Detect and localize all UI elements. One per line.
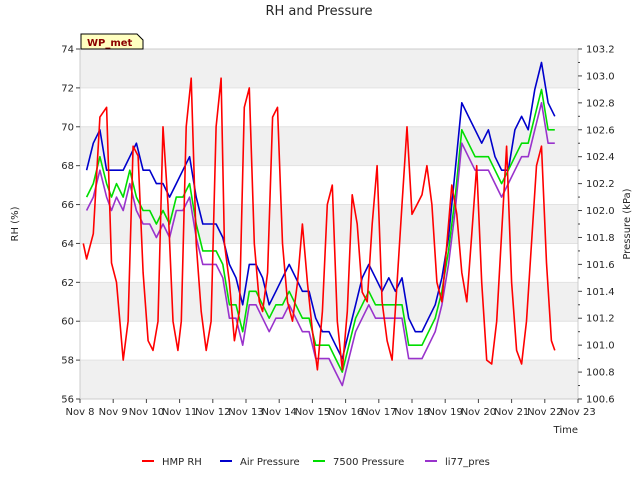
legend: HMP RH Air Pressure 7500 Pressure li77_pres	[142, 457, 490, 468]
right-tick-label: 103.2	[586, 45, 615, 56]
left-tick-label: 62	[61, 278, 74, 289]
legend-label: 7500 Pressure	[333, 457, 404, 468]
right-tick-label: 102.2	[586, 179, 615, 190]
grid-band	[80, 49, 578, 88]
left-tick-label: 64	[61, 239, 74, 250]
grid-band	[80, 126, 578, 166]
right-tick-label: 101.4	[586, 287, 615, 298]
x-tick-label: Nov 17	[361, 407, 396, 418]
x-tick-label: Nov 20	[461, 407, 496, 418]
x-tick-label: Nov 11	[162, 407, 197, 418]
station-label: WP_met	[87, 38, 133, 49]
right-tick-label: 101.0	[586, 341, 615, 352]
left-tick-label: 70	[61, 122, 74, 133]
left-tick-label: 72	[61, 83, 74, 94]
series-line-hmp-rh	[82, 77, 556, 371]
right-tick-label: 101.8	[586, 233, 615, 244]
right-tick-label: 102.0	[586, 206, 615, 217]
right-tick-label: 102.4	[586, 152, 615, 163]
y-axis-left-label: RH (%)	[10, 206, 21, 241]
chart-title: RH and Pressure	[265, 4, 372, 19]
left-tick-label: 74	[61, 45, 74, 56]
x-tick-label: Nov 9	[99, 407, 128, 418]
x-tick-label: Nov 13	[228, 407, 263, 418]
legend-label: HMP RH	[162, 457, 202, 468]
left-tick-label: 60	[61, 317, 74, 328]
left-tick-label: 58	[61, 356, 74, 367]
right-tick-label: 101.6	[586, 260, 615, 271]
x-tick-label: Nov 21	[494, 407, 529, 418]
x-axis-label: Time	[553, 425, 578, 436]
left-axis-ticks: 56 58 60 62 64 66 68 70 72 74	[61, 45, 80, 406]
x-tick-label: Nov 18	[394, 407, 429, 418]
series-layer	[82, 61, 556, 387]
right-tick-label: 101.2	[586, 314, 615, 325]
legend-label: li77_pres	[445, 457, 490, 468]
right-tick-label: 102.6	[586, 125, 615, 136]
right-tick-label: 100.8	[586, 368, 615, 379]
grid-band	[80, 360, 578, 399]
left-tick-label: 56	[61, 395, 74, 406]
grid-band	[80, 282, 578, 322]
x-tick-label: Nov 22	[527, 407, 562, 418]
left-tick-label: 66	[61, 200, 74, 211]
x-tick-label: Nov 10	[129, 407, 164, 418]
x-tick-label: Nov 12	[195, 407, 230, 418]
legend-label: Air Pressure	[240, 457, 300, 468]
x-tick-label: Nov 14	[261, 407, 296, 418]
x-tick-label: Nov 19	[427, 407, 462, 418]
right-tick-label: 103.0	[586, 71, 615, 82]
right-tick-label: 100.6	[586, 395, 615, 406]
right-tick-label: 102.8	[586, 98, 615, 109]
x-tick-label: Nov 16	[328, 407, 363, 418]
left-tick-label: 68	[61, 161, 74, 172]
x-tick-label: Nov 23	[560, 407, 595, 418]
y-axis-right-label: Pressure (kPa)	[622, 188, 633, 259]
right-axis-ticks: 100.6 100.8 101.0 101.2 101.4 101.6 101.8 102.0…	[578, 45, 615, 406]
station-label-box: WP_met	[80, 33, 144, 50]
x-tick-label: Nov 8	[65, 407, 94, 418]
x-tick-label: Nov 15	[295, 407, 330, 418]
